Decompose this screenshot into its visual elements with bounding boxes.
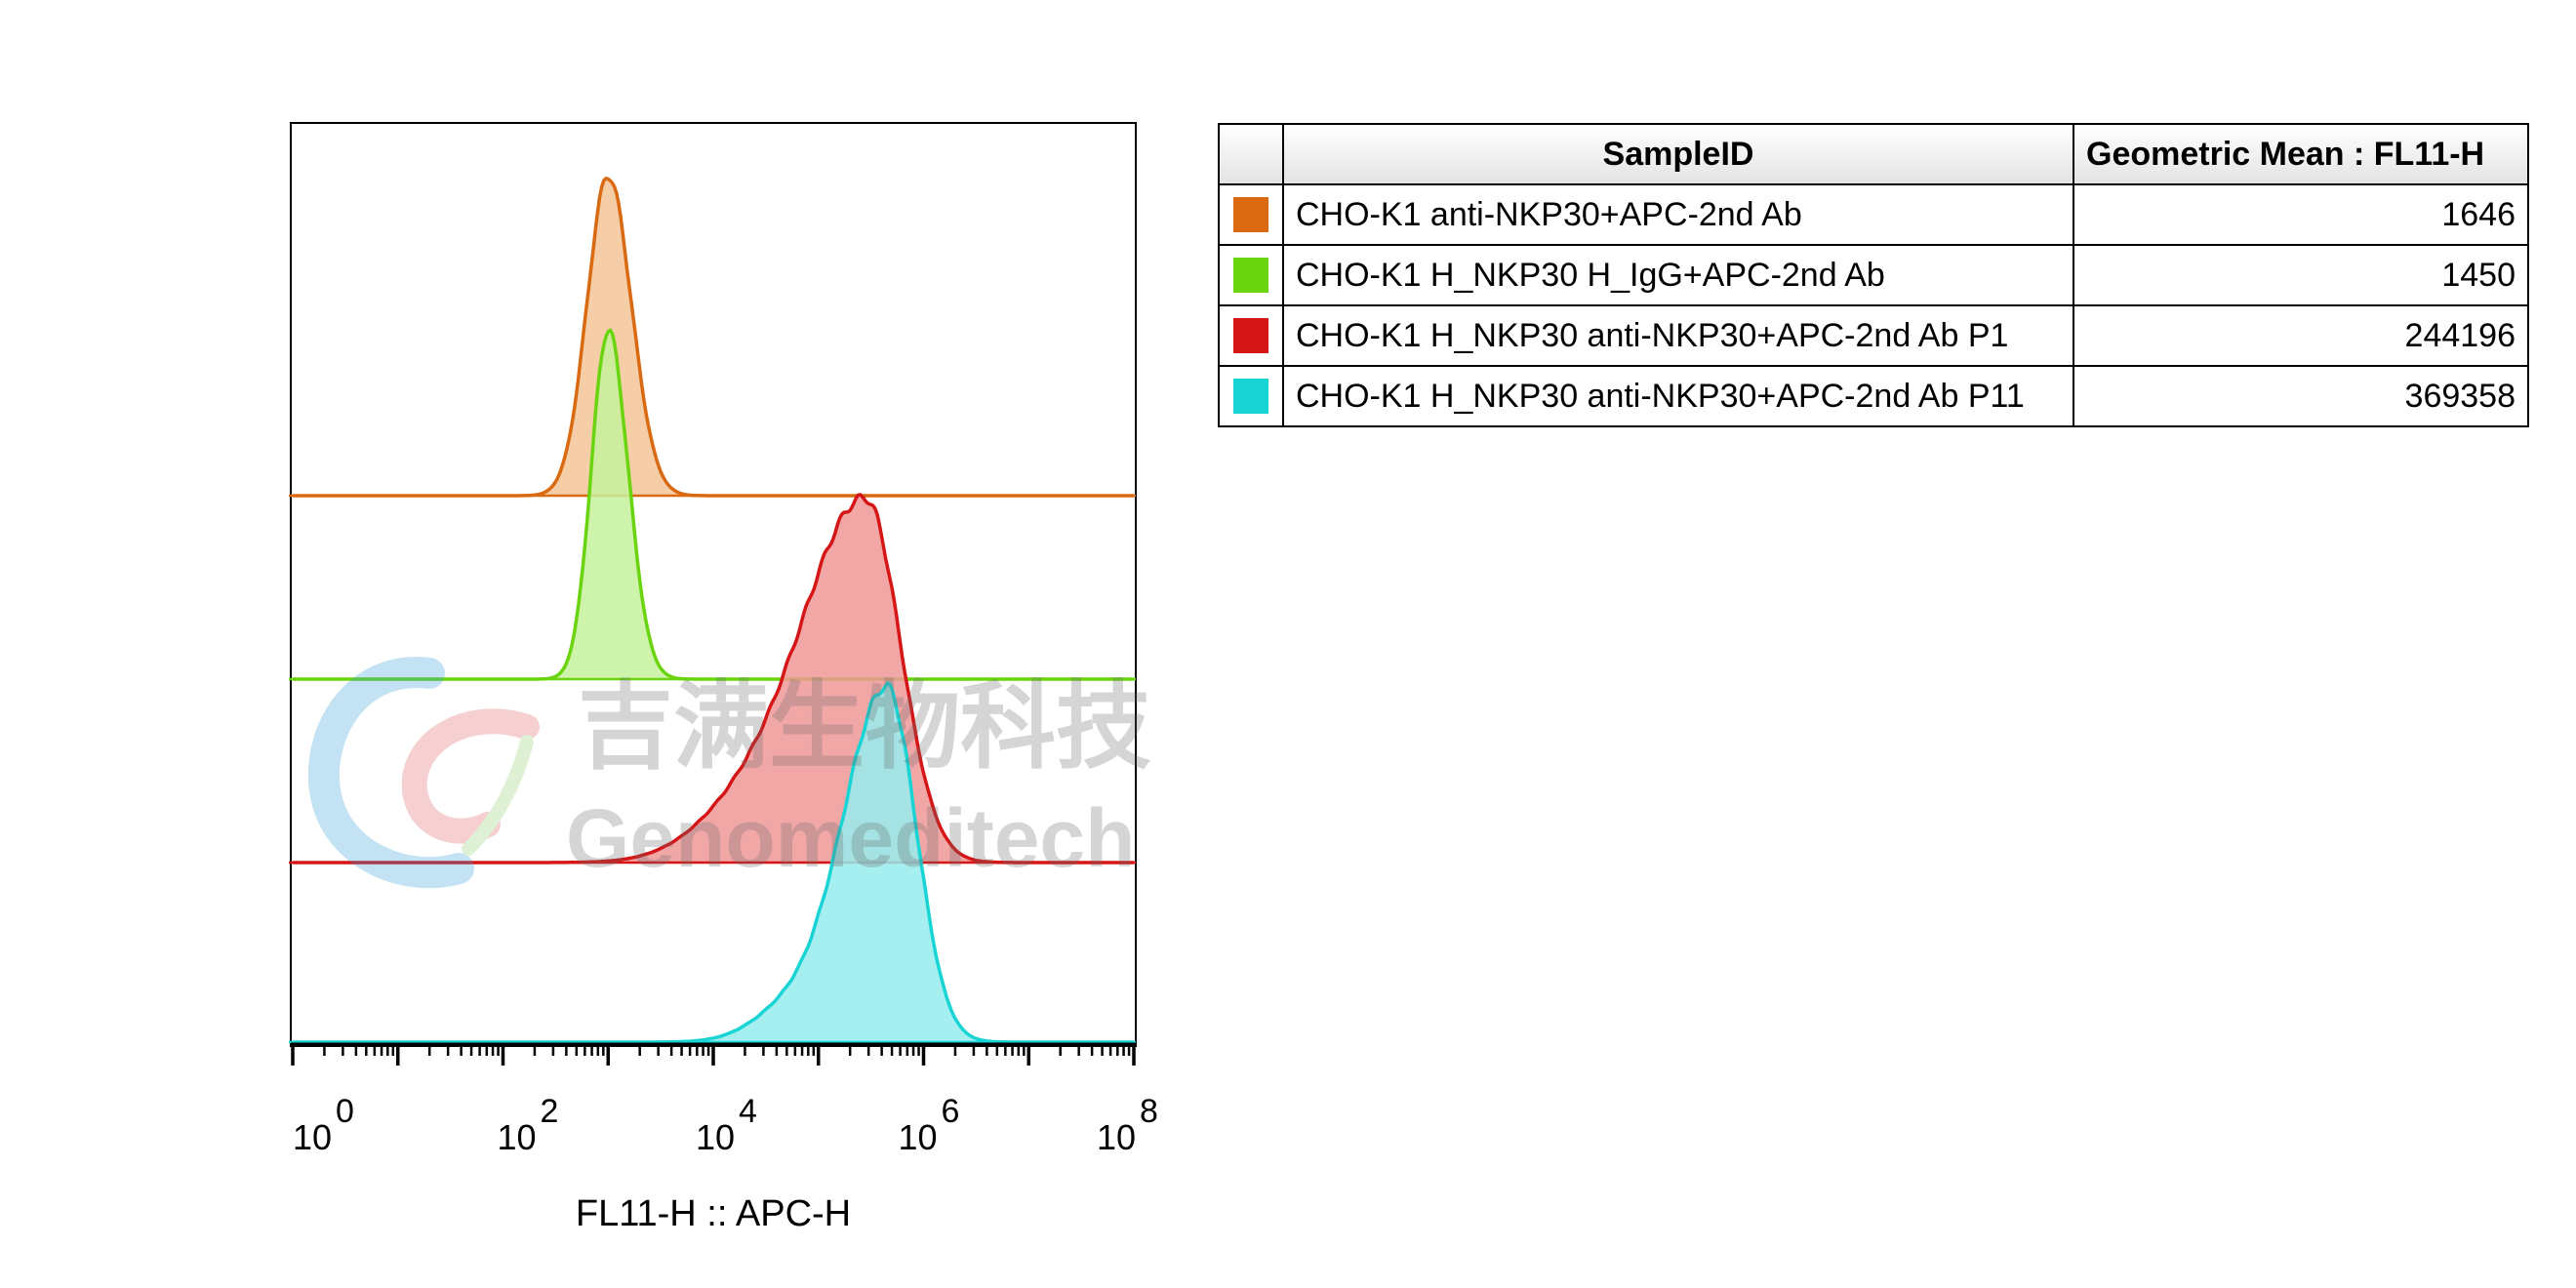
- x-tick-exponent: 4: [739, 1093, 757, 1130]
- x-tick-exponent: 8: [1140, 1093, 1158, 1130]
- sample-id: CHO-K1 H_NKP30 anti-NKP30+APC-2nd Ab P11: [1282, 365, 2074, 427]
- geometric-mean: 369358: [2073, 365, 2529, 427]
- x-tick-label: 102: [498, 1093, 559, 1157]
- histogram-layers: [289, 176, 1136, 1044]
- table-row: CHO-K1 anti-NKP30+APC-2nd Ab 1646: [1218, 183, 2529, 246]
- watermark: 吉满生物科技 Genomeditech: [307, 657, 1151, 889]
- geometric-mean: 1646: [2073, 183, 2529, 246]
- watermark-logo: [307, 657, 540, 889]
- x-tick-base: 10: [696, 1117, 735, 1157]
- sample-id: CHO-K1 H_NKP30 anti-NKP30+APC-2nd Ab P1: [1282, 304, 2074, 367]
- series-swatch: [1233, 197, 1268, 232]
- x-tick-base: 10: [1097, 1117, 1136, 1157]
- series-swatch: [1233, 318, 1268, 353]
- x-axis-label: FL11-H :: APC-H: [576, 1193, 851, 1234]
- x-tick-exponent: 0: [336, 1093, 354, 1130]
- watermark-cn: 吉满生物科技: [578, 671, 1151, 783]
- sample-id: CHO-K1 H_NKP30 H_IgG+APC-2nd Ab: [1282, 244, 2074, 306]
- x-tick-base: 10: [899, 1117, 938, 1157]
- sample-id-header: SampleID: [1282, 123, 2074, 185]
- sample-table-header: SampleID Geometric Mean : FL11-H: [1218, 123, 2529, 185]
- x-tick-base: 10: [498, 1117, 537, 1157]
- x-tick-exponent: 2: [541, 1093, 559, 1130]
- swatch-header: [1218, 123, 1284, 185]
- x-tick-label: 108: [1097, 1093, 1158, 1157]
- series-swatch: [1233, 258, 1268, 293]
- geometric-mean: 244196: [2073, 304, 2529, 367]
- histogram-fill-4: [293, 683, 1134, 1042]
- plot-frame: [290, 122, 1137, 1047]
- series-swatch: [1233, 379, 1268, 414]
- table-row: CHO-K1 H_NKP30 anti-NKP30+APC-2nd Ab P1 …: [1218, 304, 2529, 367]
- x-tick-label: 104: [696, 1093, 757, 1157]
- sample-id: CHO-K1 anti-NKP30+APC-2nd Ab: [1282, 183, 2074, 246]
- watermark-en: Genomeditech: [566, 792, 1135, 884]
- sample-table: SampleID Geometric Mean : FL11-H CHO-K1 …: [1218, 123, 2529, 427]
- x-tick-label: 100: [293, 1093, 354, 1157]
- x-tick-exponent: 6: [942, 1093, 960, 1130]
- geometric-mean: 1450: [2073, 244, 2529, 306]
- geometric-mean-header: Geometric Mean : FL11-H: [2073, 123, 2529, 185]
- table-row: CHO-K1 H_NKP30 H_IgG+APC-2nd Ab 1450: [1218, 244, 2529, 306]
- x-tick-base: 10: [293, 1117, 332, 1157]
- x-tick-label: 106: [899, 1093, 960, 1157]
- table-row: CHO-K1 H_NKP30 anti-NKP30+APC-2nd Ab P11…: [1218, 365, 2529, 427]
